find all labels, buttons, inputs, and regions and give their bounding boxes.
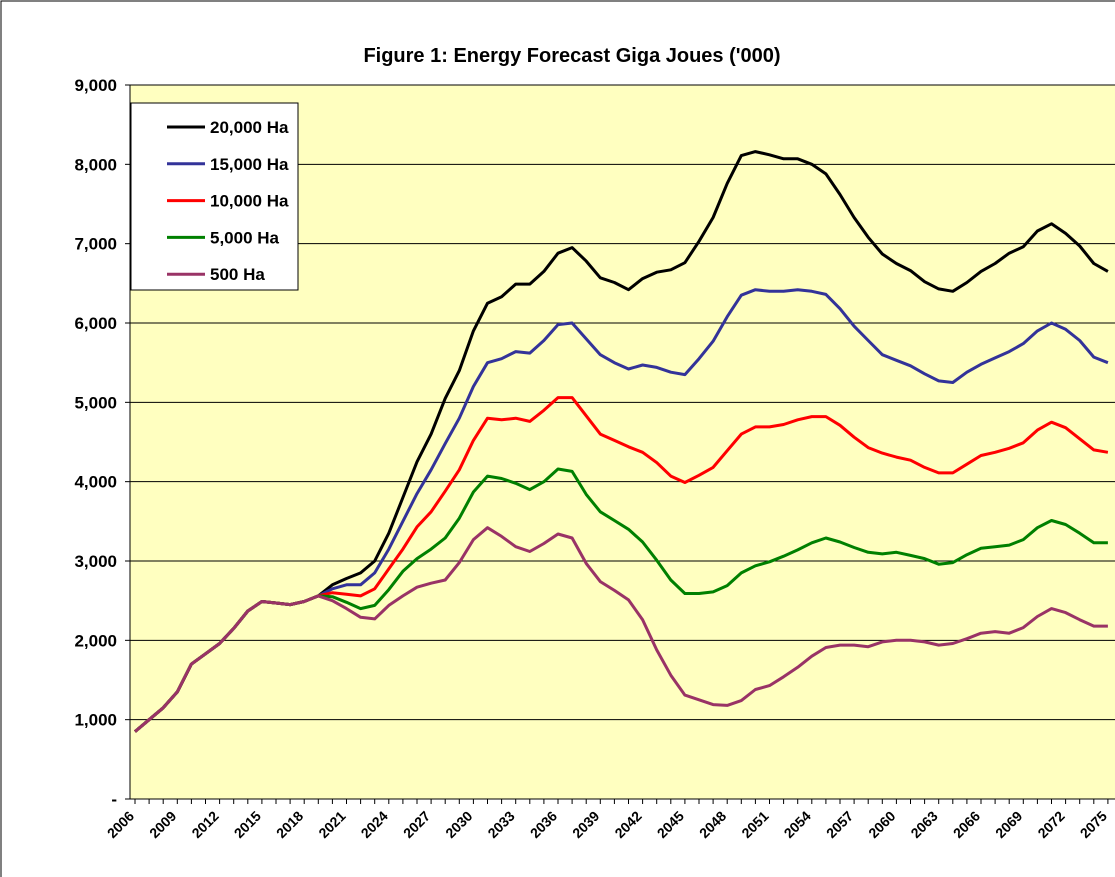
y-tick-label: 9,000 — [74, 76, 117, 95]
y-tick-label: 7,000 — [74, 235, 117, 254]
y-tick-label: 8,000 — [74, 155, 117, 174]
y-tick-label: 1,000 — [74, 711, 117, 730]
y-tick-label: 5,000 — [74, 393, 117, 412]
series-line — [134, 526, 1108, 733]
legend-label: 500 Ha — [210, 265, 265, 284]
chart-title: Figure 1: Energy Forecast Giga Joues ('0… — [363, 45, 780, 67]
legend-label: 15,000 Ha — [210, 155, 289, 174]
legend-label: 5,000 Ha — [210, 228, 280, 247]
legend-box — [130, 102, 299, 291]
y-tick-label: 4,000 — [74, 473, 117, 492]
legend-label: 10,000 Ha — [210, 192, 289, 211]
legend: 20,000 Ha 15,000 Ha 10,000 Ha 5,000 Ha 500 H… — [130, 102, 299, 291]
axes: - 1,000 2,000 3,000 4,000 5,000 6,000 7,000 8,00… — [74, 76, 1115, 841]
legend-label: 20,000 Ha — [210, 118, 289, 137]
y-tick-label: 2,000 — [74, 631, 117, 650]
y-tick-label: 6,000 — [74, 314, 117, 333]
y-tick-label: - — [111, 790, 117, 809]
y-tick-label: 3,000 — [74, 552, 117, 571]
lines — [134, 150, 1109, 733]
